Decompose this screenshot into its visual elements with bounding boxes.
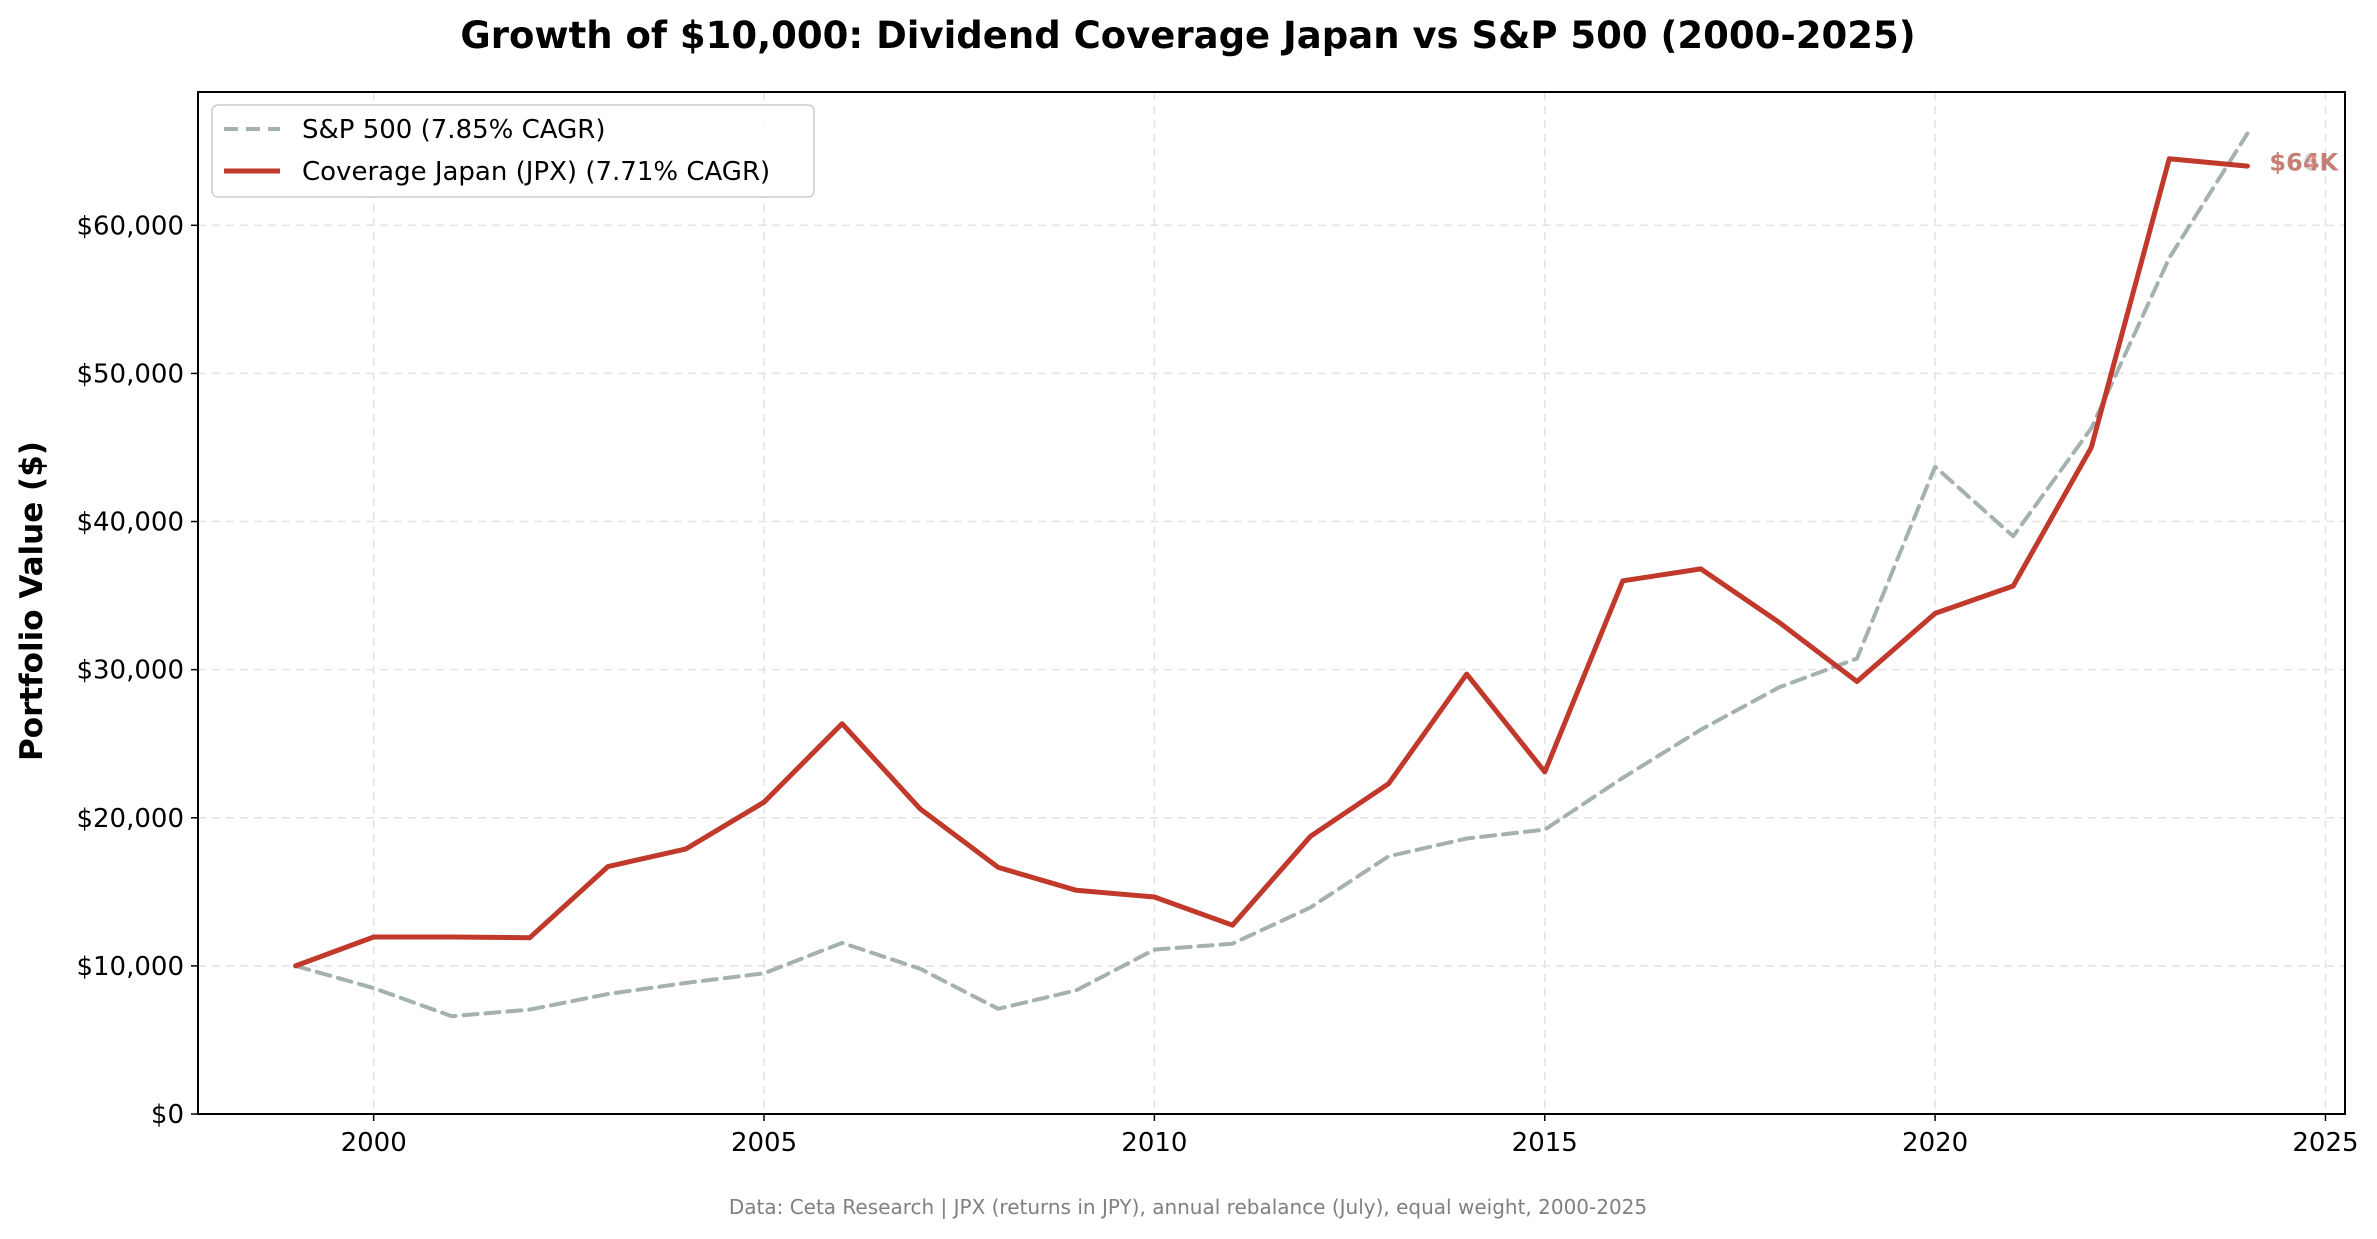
data-point-coverage-japan [2167, 156, 2172, 161]
data-point-coverage-japan [2089, 445, 2094, 450]
data-point-coverage-japan [762, 800, 767, 805]
data-point-coverage-japan [840, 721, 845, 726]
x-tick-label: 2015 [1512, 1128, 1578, 1158]
data-point-coverage-japan [605, 864, 610, 869]
data-point-sp500 [1074, 988, 1079, 993]
plot-frame [197, 91, 2346, 1115]
footer-note: Data: Ceta Research | JPX (returns in JP… [729, 1195, 1647, 1219]
data-point-coverage-japan [1620, 578, 1625, 583]
data-point-sp500 [449, 1014, 454, 1019]
x-tick-label: 2010 [1121, 1128, 1187, 1158]
data-point-sp500 [1933, 464, 1938, 469]
data-point-coverage-japan [684, 846, 689, 851]
data-point-sp500 [527, 1007, 532, 1012]
y-axis-label: Portfolio Value ($) [14, 441, 50, 761]
data-point-coverage-japan [293, 963, 298, 968]
legend-label-coverage-japan: Coverage Japan (JPX) (7.71% CAGR) [302, 157, 770, 187]
series-line-sp500 [293, 131, 2250, 1019]
legend: S&P 500 (7.85% CAGR) Coverage Japan (JPX… [211, 104, 815, 198]
series-line-coverage-japan [293, 156, 2250, 969]
data-point-sp500 [840, 940, 845, 945]
data-point-coverage-japan [2245, 164, 2250, 169]
data-point-sp500 [918, 966, 923, 971]
data-point-sp500 [1777, 685, 1782, 690]
data-point-sp500 [1542, 827, 1547, 832]
data-point-coverage-japan [1386, 781, 1391, 786]
data-point-coverage-japan [1933, 611, 1938, 616]
data-point-sp500 [2089, 426, 2094, 431]
data-point-coverage-japan [527, 935, 532, 940]
data-point-sp500 [996, 1006, 1001, 1011]
y-tick-label: $50,000 [76, 359, 184, 389]
legend-label-sp500: S&P 500 (7.85% CAGR) [302, 115, 605, 145]
y-tick-label: $10,000 [76, 952, 184, 982]
data-point-sp500 [605, 992, 610, 997]
data-point-sp500 [1386, 854, 1391, 859]
data-point-sp500 [1620, 775, 1625, 780]
data-point-sp500 [684, 980, 689, 985]
data-point-sp500 [1464, 836, 1469, 841]
data-point-coverage-japan [1464, 672, 1469, 677]
data-point-coverage-japan [1855, 679, 1860, 684]
y-tick-label: $60,000 [76, 211, 184, 241]
data-point-coverage-japan [996, 865, 1001, 870]
x-tick-label: 2000 [341, 1128, 407, 1158]
y-tick-label: $30,000 [76, 656, 184, 686]
data-point-coverage-japan [449, 935, 454, 940]
y-tick-label: $20,000 [76, 804, 184, 834]
x-tick-label: 2005 [731, 1128, 797, 1158]
legend-frame [211, 104, 815, 198]
data-point-coverage-japan [1777, 620, 1782, 625]
end-label-coverage-japan: $64K [2269, 149, 2339, 177]
series-layer: $66K$64K [293, 131, 2340, 1019]
data-point-sp500 [2011, 534, 2016, 539]
y-axis: $0 $10,000 $20,000 $30,000 $40,000 $50,000 $60… [76, 211, 198, 1130]
data-point-coverage-japan [1698, 566, 1703, 571]
data-point-sp500 [1152, 947, 1157, 952]
data-point-coverage-japan [1074, 888, 1079, 893]
grid [198, 92, 2345, 1115]
data-point-coverage-japan [918, 806, 923, 811]
data-point-sp500 [762, 971, 767, 976]
data-point-sp500 [1855, 656, 1860, 661]
data-point-coverage-japan [1308, 834, 1313, 839]
x-axis: 2000 2005 2010 2015 2020 2025 [341, 1114, 2359, 1158]
data-point-sp500 [1698, 727, 1703, 732]
x-tick-label: 2020 [1902, 1128, 1968, 1158]
y-tick-label: $0 [151, 1100, 184, 1130]
end-label-sp500: $66K [2269, 149, 2339, 177]
data-point-coverage-japan [1152, 895, 1157, 900]
data-point-sp500 [371, 986, 376, 991]
data-point-coverage-japan [371, 935, 376, 940]
data-point-sp500 [2167, 255, 2172, 260]
chart-title: Growth of $10,000: Dividend Coverage Jap… [460, 14, 1915, 57]
data-point-sp500 [1308, 905, 1313, 910]
data-point-coverage-japan [1542, 769, 1547, 774]
data-point-sp500 [2245, 131, 2250, 136]
data-point-coverage-japan [1230, 923, 1235, 928]
y-tick-label: $40,000 [76, 508, 184, 538]
data-point-coverage-japan [2011, 584, 2016, 589]
x-tick-label: 2025 [2292, 1128, 2358, 1158]
data-point-sp500 [1230, 941, 1235, 946]
